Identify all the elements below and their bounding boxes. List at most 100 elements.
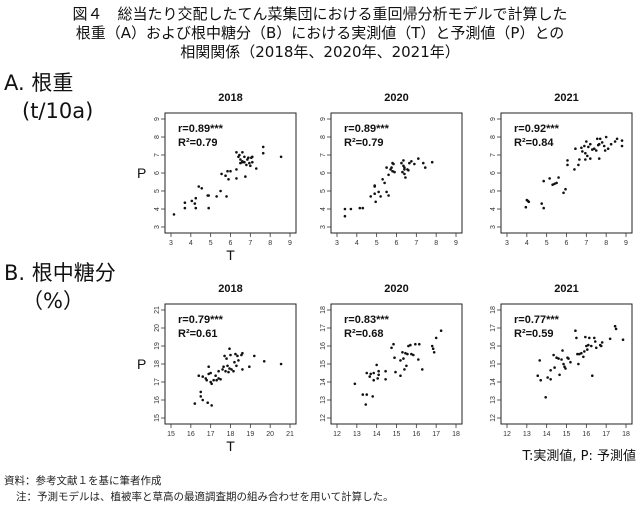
y-tick-label: 7 (320, 153, 327, 157)
data-point (542, 179, 545, 183)
y-axis-label: P (137, 356, 146, 372)
data-point (239, 158, 242, 161)
data-point (621, 338, 625, 342)
data-point (387, 194, 390, 197)
data-point (390, 166, 393, 169)
y-tick-label: 7 (154, 153, 161, 157)
scatter-panels: 201833445566778899r=0.89***R²=0.79PT2020… (137, 92, 633, 454)
data-point (235, 177, 238, 180)
data-point (239, 161, 242, 165)
data-point (228, 367, 231, 370)
y-tick-label: 14 (320, 378, 327, 386)
data-point (555, 356, 558, 360)
data-point (564, 187, 567, 191)
data-point (562, 362, 565, 366)
y-tick-label: 13 (490, 396, 497, 404)
data-point (385, 166, 388, 169)
y-tick-label: 9 (320, 117, 327, 121)
y-tick-label: 8 (320, 135, 327, 139)
x-tick-label: 15 (563, 431, 571, 438)
x-tick-label: 4 (525, 240, 529, 247)
correlation-r: r=0.89*** (178, 123, 224, 135)
data-point (222, 365, 225, 369)
data-point (241, 351, 244, 355)
data-point (595, 137, 599, 141)
data-point (224, 369, 227, 373)
section-a-unit: (t/10a) (22, 99, 93, 123)
data-point (254, 167, 258, 170)
plot-frame (330, 112, 463, 234)
data-point (236, 354, 239, 358)
data-point (197, 185, 201, 188)
scatter-panel-b-2020: 2020 12 12 13 13 14 14 15 15 16 16 17 17 18 18 r=0.83**… (320, 283, 463, 438)
r-squared: R²=0.84 (514, 137, 554, 149)
data-point (404, 351, 407, 355)
panel-year-title: 2021 (554, 92, 578, 104)
data-point (217, 369, 220, 373)
data-point (248, 161, 251, 165)
data-point (552, 353, 555, 357)
data-point (557, 176, 560, 179)
plot-frame (330, 303, 463, 425)
data-point (557, 357, 560, 360)
data-point (261, 145, 265, 149)
x-tick-label: 6 (229, 240, 233, 247)
data-point (420, 368, 424, 371)
data-point (592, 147, 596, 150)
data-point (199, 395, 203, 398)
data-point (172, 213, 176, 216)
figure-title-line-2: 根重（A）および根中糖分（B）における実測値（T）と予測値（P）との (76, 24, 565, 42)
data-point (207, 365, 210, 369)
data-point (393, 170, 396, 174)
data-point (224, 174, 227, 177)
data-point (615, 137, 619, 141)
data-point (606, 147, 610, 150)
data-point (584, 151, 587, 155)
data-point (578, 158, 581, 161)
data-point (538, 359, 542, 362)
data-point (361, 206, 365, 210)
correlation-r: r=0.79*** (178, 314, 224, 326)
data-point (573, 168, 576, 171)
x-tick-label: 18 (622, 431, 630, 438)
x-tick-label: 15 (167, 431, 175, 438)
panel-year-title: 2018 (218, 92, 242, 104)
data-point (210, 404, 213, 407)
data-point (423, 166, 427, 169)
y-tick-label: 19 (154, 342, 161, 350)
data-point (403, 168, 406, 171)
data-point (546, 376, 549, 379)
y-tick-label: 6 (320, 171, 327, 175)
x-tick-label: 16 (412, 431, 420, 438)
x-tick-label: 14 (373, 431, 381, 438)
data-point (217, 377, 220, 380)
data-point (585, 140, 588, 143)
data-point (430, 344, 434, 348)
data-point (405, 364, 408, 368)
data-point (608, 337, 612, 341)
data-point (207, 194, 210, 197)
data-point (574, 329, 577, 333)
x-tick-label: 3 (505, 240, 509, 247)
data-point (221, 368, 224, 371)
y-tick-label: 5 (154, 189, 161, 193)
data-point (235, 151, 238, 154)
data-point (243, 155, 246, 159)
data-point (524, 205, 528, 209)
y-tick-label: 17 (490, 324, 497, 332)
data-point (564, 367, 567, 370)
figure-title-line-1: 図４ 総当たり交配したてん菜集団における重回帰分析モデルで計算した (72, 5, 567, 23)
data-point (586, 154, 589, 158)
r-squared: R²=0.61 (178, 328, 217, 340)
data-point (200, 187, 204, 190)
data-point (279, 155, 283, 159)
data-point (384, 369, 387, 373)
data-point (249, 164, 252, 168)
data-point (229, 353, 232, 357)
data-point (577, 362, 580, 366)
data-point (212, 378, 215, 382)
x-tick-label: 13 (353, 431, 361, 438)
y-tick-label: 4 (320, 207, 327, 211)
figure-title-line-3: 相関関係（2018年、2020年、2021年） (180, 43, 460, 61)
plot-frame (500, 112, 633, 234)
